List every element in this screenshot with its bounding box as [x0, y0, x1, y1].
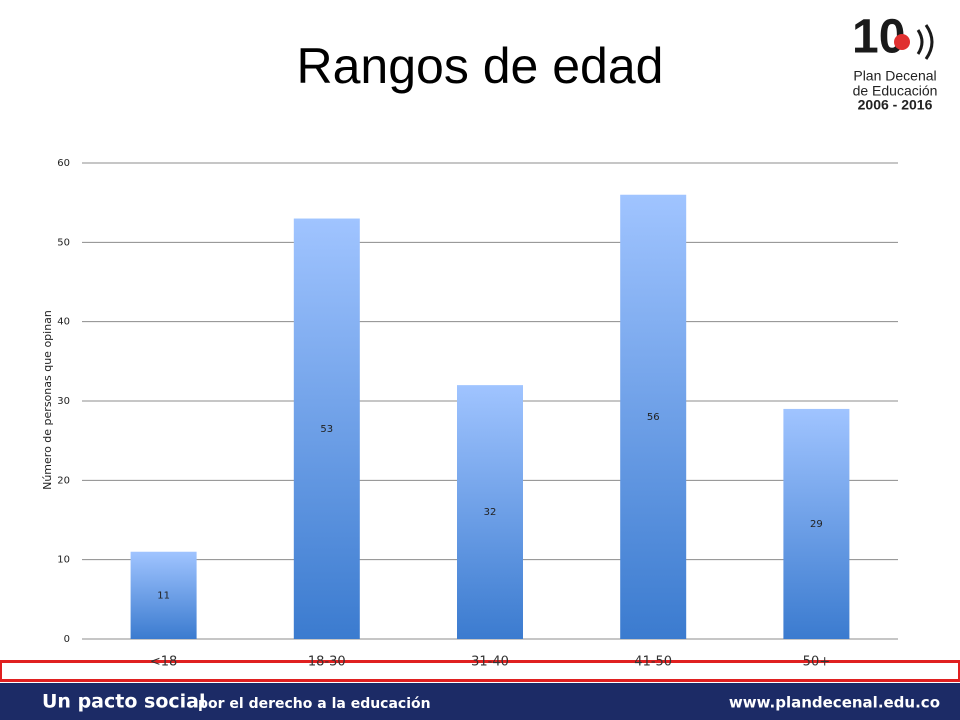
y-axis-label: Número de personas que opinan: [41, 310, 54, 490]
logo-line: Plan Decenal: [853, 68, 936, 84]
y-tick-label: 10: [57, 555, 70, 566]
y-tick-label: 0: [64, 634, 70, 645]
logo-waves: [916, 24, 934, 60]
x-tick-label: 31-40: [471, 655, 509, 670]
x-tick-label: <18: [150, 655, 177, 670]
logo-line: de Educación: [853, 83, 938, 99]
footer-slogan: por el derecho a la educación: [198, 696, 431, 712]
bar: [783, 408, 850, 639]
value-label: 53: [320, 424, 333, 435]
x-tick-label: 50+: [803, 655, 830, 670]
value-label: 11: [157, 590, 170, 601]
logo: 10 Plan Decenal de Educación 2006 - 2016: [852, 11, 937, 113]
y-tick-label: 40: [57, 317, 70, 328]
footer-url: www.plandecenal.edu.co: [729, 694, 940, 712]
value-label: 56: [647, 412, 660, 423]
y-tick-label: 20: [57, 475, 70, 486]
red-band-inner: [2, 663, 958, 679]
bar: [457, 385, 523, 639]
y-tick-label: 30: [57, 396, 70, 407]
footer-slogan-bold: Un pacto social: [42, 691, 205, 713]
value-label: 29: [810, 519, 823, 530]
plot: 0 10 20 30 40 50 60 11 53 32 56 29: [57, 158, 898, 645]
bar: [620, 194, 687, 639]
logo-line: 2006 - 2016: [858, 97, 933, 113]
footer-bar: [0, 683, 960, 720]
y-tick-label: 50: [57, 237, 70, 248]
bar: [293, 218, 360, 640]
x-labels: <18 18-30 31-40 41-50 50+: [150, 655, 830, 670]
bar: [130, 551, 197, 639]
x-tick-label: 41-50: [634, 655, 672, 670]
logo-dot: [894, 34, 910, 50]
value-label: 32: [484, 507, 497, 518]
x-tick-label: 18-30: [308, 655, 346, 670]
chart-title: Rangos de edad: [297, 38, 664, 94]
y-tick-label: 60: [57, 158, 70, 169]
